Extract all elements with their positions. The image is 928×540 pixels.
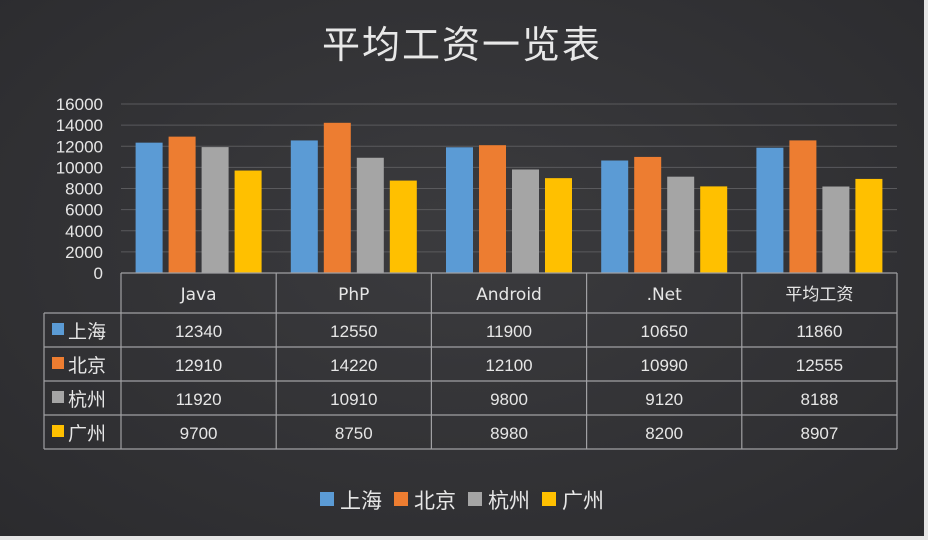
y-tick-label: 16000 <box>56 95 103 114</box>
bar <box>512 169 539 273</box>
category-label: 平均工资 <box>785 285 853 305</box>
data-label: 14220 <box>330 356 377 375</box>
data-label: 8750 <box>335 424 373 443</box>
data-label: 10910 <box>330 390 377 409</box>
bar <box>700 186 728 273</box>
data-label: 8907 <box>800 424 838 443</box>
data-label: 9700 <box>180 424 218 443</box>
bars <box>135 122 883 274</box>
row-legend-key <box>52 357 64 369</box>
category-label: PhP <box>338 285 369 305</box>
row-series-name: 北京 <box>68 355 106 377</box>
bar <box>234 170 262 273</box>
data-label: 10650 <box>641 322 688 341</box>
y-tick-label: 4000 <box>65 222 103 241</box>
y-tick-label: 12000 <box>56 137 103 156</box>
bar <box>855 178 883 273</box>
y-tick-label: 10000 <box>56 158 103 177</box>
bar <box>323 122 351 274</box>
y-axis-ticks: 16000 14000 12000 10000 8000 6000 4000 2000 0 <box>56 95 103 283</box>
y-tick-label: 8000 <box>65 180 103 199</box>
legend-label: 杭州 <box>488 489 530 513</box>
data-label: 12550 <box>330 322 377 341</box>
data-label: 12340 <box>175 322 222 341</box>
bar <box>667 176 695 273</box>
legend-label: 上海 <box>340 489 382 513</box>
legend-label: 广州 <box>562 489 604 513</box>
bar <box>135 142 163 273</box>
bar <box>756 147 784 273</box>
bar <box>389 180 417 273</box>
legend-swatch <box>320 492 334 506</box>
legend: 上海 北京 杭州 广州 <box>320 489 604 513</box>
bar <box>545 178 572 273</box>
bar <box>789 140 817 273</box>
chart-title: 平均工资一览表 <box>321 23 602 67</box>
row-series-name: 广州 <box>68 423 106 445</box>
data-label: 10990 <box>641 356 688 375</box>
legend-swatch <box>468 492 482 506</box>
data-label: 11900 <box>486 322 532 341</box>
category-label: Java <box>180 285 217 305</box>
category-label: Android <box>476 285 542 305</box>
data-label: 8200 <box>645 424 683 443</box>
data-label: 11920 <box>176 390 222 409</box>
row-series-name: 上海 <box>68 321 106 343</box>
legend-swatch <box>542 492 556 506</box>
bar <box>290 140 318 273</box>
row-series-name: 杭州 <box>68 389 106 411</box>
bar <box>168 136 196 273</box>
data-label: 8188 <box>800 390 838 409</box>
data-label: 12555 <box>796 356 843 375</box>
y-tick-label: 6000 <box>65 201 103 220</box>
row-legend-key <box>52 323 64 335</box>
y-tick-label: 14000 <box>56 116 103 135</box>
legend-swatch <box>394 492 408 506</box>
bar <box>601 160 629 273</box>
row-legend-key <box>52 391 64 403</box>
data-label: 9120 <box>645 390 683 409</box>
bar <box>822 186 850 273</box>
bar <box>446 147 473 273</box>
bar <box>479 145 506 273</box>
data-label: 12910 <box>175 356 222 375</box>
y-tick-label: 2000 <box>65 243 103 262</box>
data-label: 12100 <box>485 356 532 375</box>
bar <box>356 157 384 273</box>
data-label: 11860 <box>796 322 842 341</box>
bar <box>201 147 229 273</box>
data-label: 8980 <box>490 424 528 443</box>
legend-label: 北京 <box>414 489 456 513</box>
row-legend-key <box>52 425 64 437</box>
data-label: 9800 <box>490 390 528 409</box>
y-tick-label: 0 <box>94 264 103 283</box>
bar <box>634 156 662 273</box>
category-label: .Net <box>647 285 683 305</box>
